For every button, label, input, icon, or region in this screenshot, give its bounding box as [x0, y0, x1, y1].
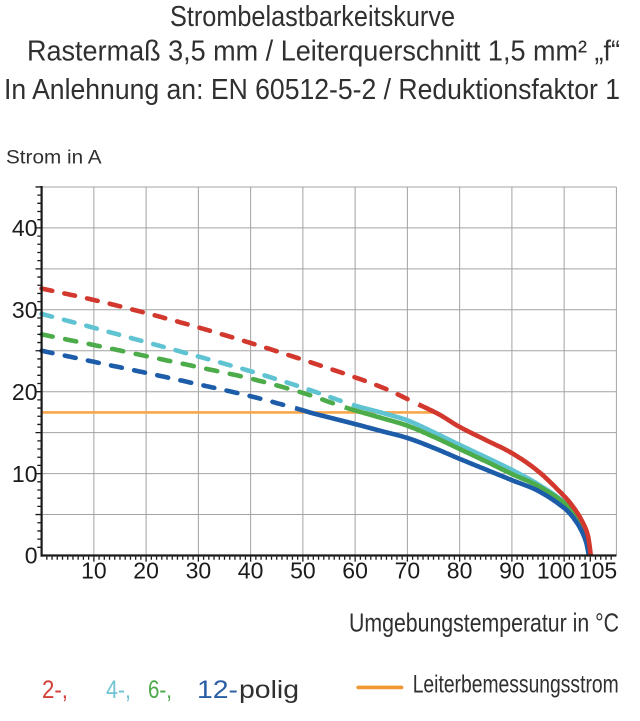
svg-text:0: 0 [25, 543, 38, 569]
svg-text:60: 60 [342, 558, 368, 584]
svg-text:10: 10 [12, 461, 38, 487]
svg-text:2-,: 2-, [42, 676, 68, 704]
svg-text:70: 70 [395, 558, 421, 584]
svg-text:Rastermaß 3,5 mm / Leiterquers: Rastermaß 3,5 mm / Leiterquerschnitt 1,5… [27, 36, 620, 68]
svg-text:100: 100 [537, 558, 575, 584]
svg-text:80: 80 [447, 558, 473, 584]
svg-text:In Anlehnung an: EN 60512-5-2: In Anlehnung an: EN 60512-5-2 / Reduktio… [4, 74, 620, 106]
svg-text:6-,: 6-, [148, 676, 172, 704]
svg-text:polig: polig [239, 676, 299, 704]
svg-text:40: 40 [238, 558, 264, 584]
svg-text:Strombelastbarkeitskurve: Strombelastbarkeitskurve [170, 1, 455, 33]
svg-text:4-,: 4-, [106, 676, 131, 704]
svg-text:105: 105 [579, 558, 617, 584]
svg-text:10: 10 [81, 558, 107, 584]
svg-text:Leiterbemessungsstrom: Leiterbemessungsstrom [413, 671, 619, 699]
svg-text:Umgebungstemperatur in °C: Umgebungstemperatur in °C [349, 608, 619, 638]
svg-text:30: 30 [186, 558, 212, 584]
svg-text:12-: 12- [197, 676, 238, 704]
svg-text:40: 40 [12, 215, 38, 241]
svg-text:20: 20 [12, 379, 38, 405]
svg-text:30: 30 [12, 297, 38, 323]
svg-text:90: 90 [499, 558, 525, 584]
svg-text:Strom in A: Strom in A [6, 147, 102, 169]
svg-text:20: 20 [133, 558, 159, 584]
svg-text:50: 50 [290, 558, 316, 584]
